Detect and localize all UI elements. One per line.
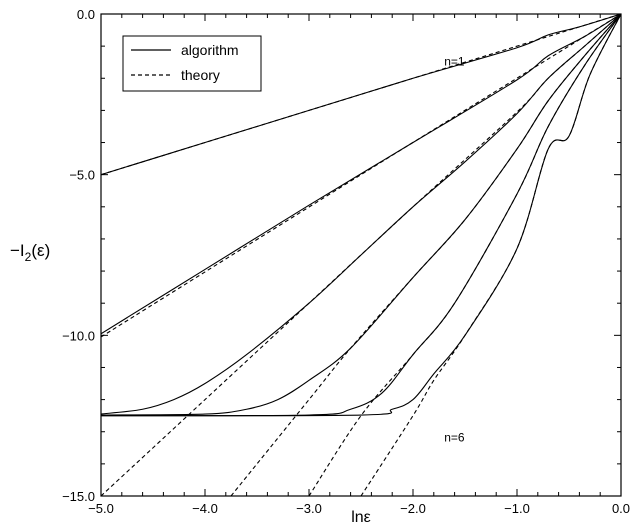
y-tick-label: −5.0: [69, 168, 95, 183]
legend-label-algorithm: algorithm: [181, 42, 239, 58]
x-tick-label: −1.0: [504, 501, 530, 516]
x-tick-label: −5.0: [88, 501, 114, 516]
series-group: [101, 14, 621, 496]
legend-label-theory: theory: [181, 67, 220, 83]
y-tick-label: 0.0: [77, 7, 95, 22]
theory-line-9: [230, 14, 621, 496]
annotation-n1: n=1: [444, 54, 465, 68]
annotation-n6: n=6: [444, 430, 465, 444]
x-tick-label: −2.0: [400, 501, 426, 516]
x-axis-label: lnε: [351, 509, 371, 526]
theory-line-11: [360, 14, 621, 496]
x-tick-label: −4.0: [192, 501, 218, 516]
ticks-group: −5.0 −4.0 −3.0 −2.0 −1.0 0.0 0.0 −5.0 −10.0 −15.0: [62, 7, 630, 516]
theory-line-10: [308, 14, 621, 496]
y-tick-label: −15.0: [62, 489, 95, 504]
x-tick-label: 0.0: [612, 501, 630, 516]
y-axis-label: −I2(ε): [10, 241, 50, 264]
y-axis-label-sub: 2: [25, 250, 32, 264]
y-axis-label-tail: (ε): [31, 241, 50, 260]
theory-line-8: [101, 14, 621, 496]
x-tick-label: −3.0: [296, 501, 322, 516]
legend: algorithm theory: [122, 35, 262, 92]
y-axis-label-main: −I: [10, 241, 25, 260]
legend-box: [122, 35, 262, 92]
theory-line-6: [101, 14, 621, 176]
y-tick-label: −10.0: [62, 328, 95, 343]
